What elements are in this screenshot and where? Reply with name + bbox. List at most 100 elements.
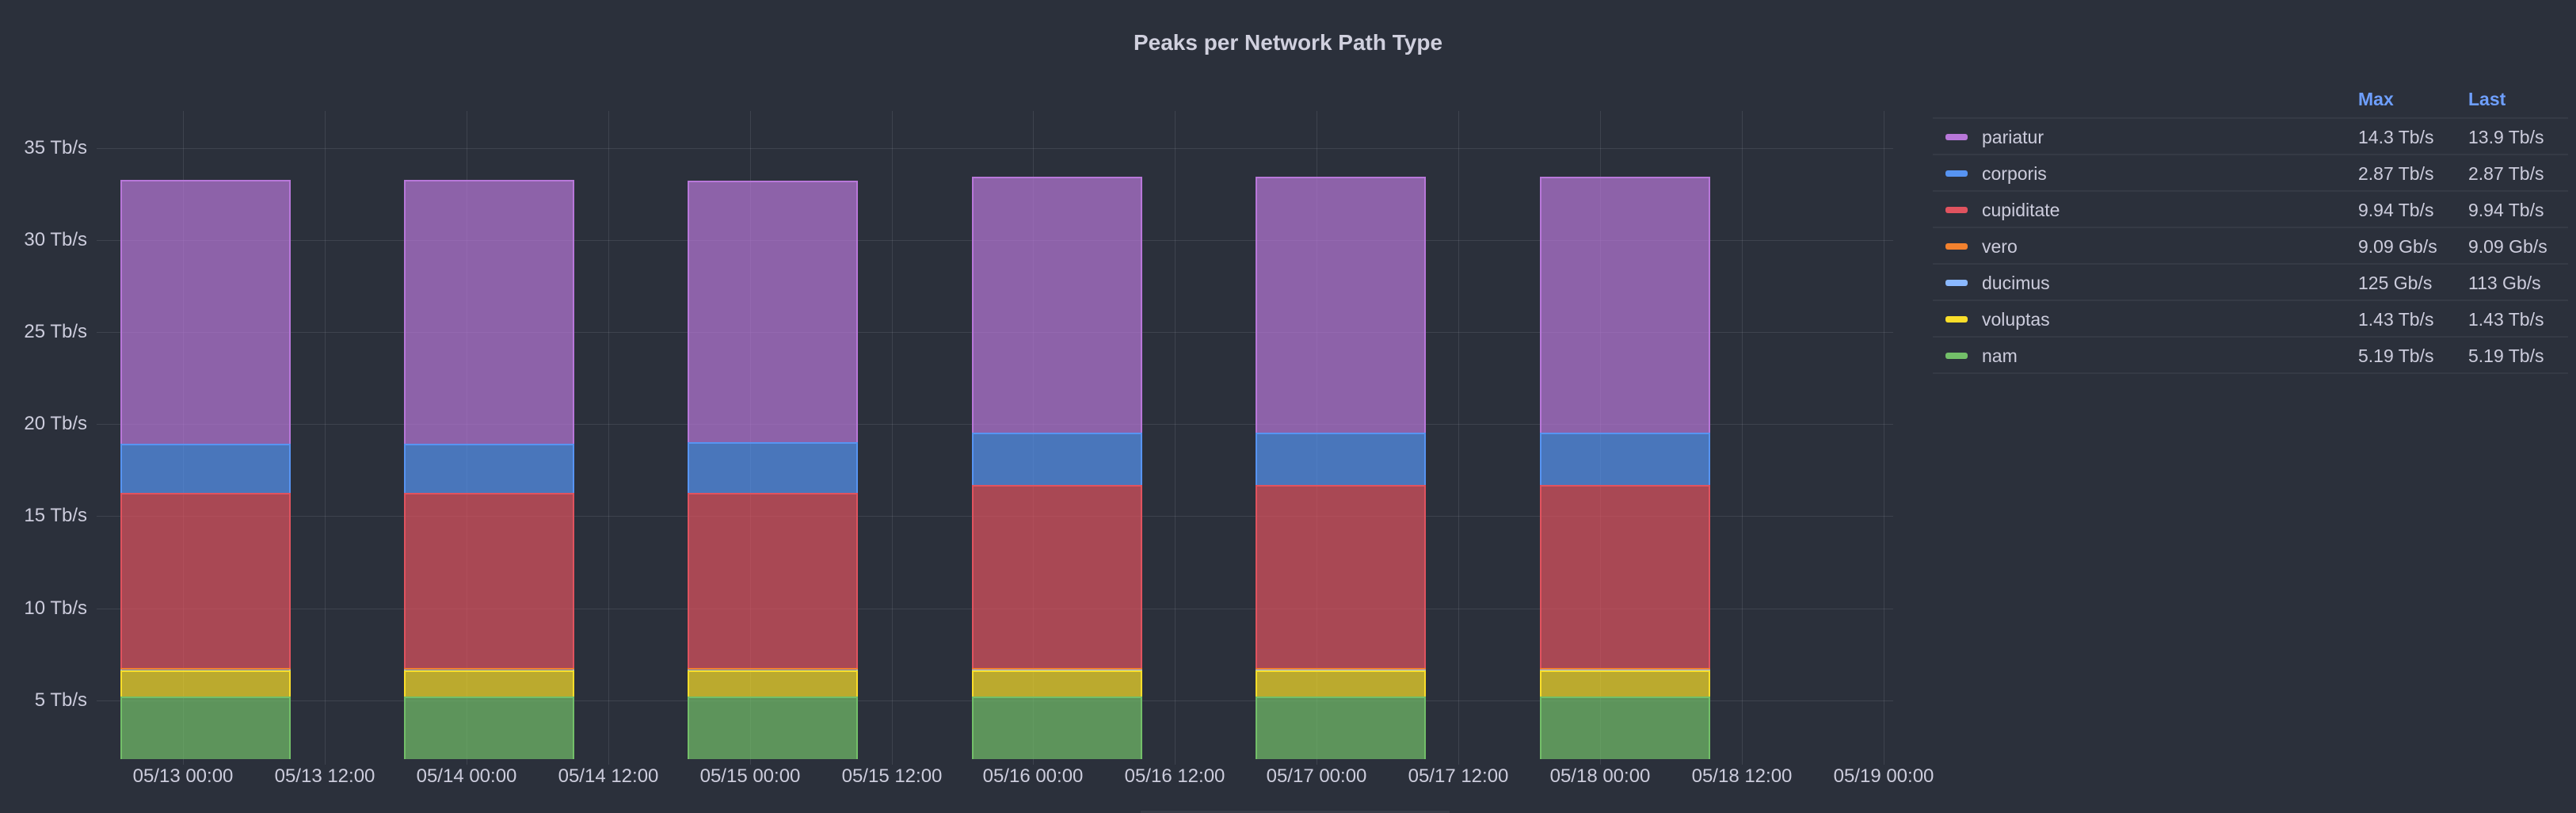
legend-item-corporis[interactable]: corporis 2.87 Tb/s 2.87 Tb/s xyxy=(1933,154,2568,190)
legend-item-pariatur[interactable]: pariatur 14.3 Tb/s 13.9 Tb/s xyxy=(1933,117,2568,154)
legend-item-cupiditate[interactable]: cupiditate 9.94 Tb/s 9.94 Tb/s xyxy=(1933,190,2568,227)
legend-series-name[interactable]: pariatur xyxy=(1982,127,2044,147)
bar-segment-voluptas[interactable] xyxy=(120,670,291,697)
legend-item-voluptas[interactable]: voluptas 1.43 Tb/s 1.43 Tb/s xyxy=(1933,300,2568,336)
x-gridline xyxy=(1458,111,1459,765)
legend-header: Max Last xyxy=(1933,86,2568,117)
series-color-swatch-icon[interactable] xyxy=(1945,134,1968,140)
x-axis-tick-label: 05/15 00:00 xyxy=(699,765,801,787)
bar-segment-cupiditate[interactable] xyxy=(1540,485,1710,669)
bar-05-16[interactable] xyxy=(972,0,1142,813)
bar-segment-nam[interactable] xyxy=(1540,697,1710,759)
bar-segment-corporis[interactable] xyxy=(120,443,291,494)
x-gridline xyxy=(892,111,893,765)
panel-resize-handle[interactable] xyxy=(1141,811,1450,813)
legend-series-name[interactable]: cupiditate xyxy=(1982,200,2060,220)
bar-segment-nam[interactable] xyxy=(688,697,858,759)
y-axis-tick-label: 15 Tb/s xyxy=(24,505,87,526)
legend-max-value: 125 Gb/s xyxy=(2358,273,2433,293)
bar-segment-corporis[interactable] xyxy=(404,443,574,494)
bar-segment-cupiditate[interactable] xyxy=(688,493,858,669)
legend-max-value: 14.3 Tb/s xyxy=(2358,127,2434,147)
series-color-swatch-icon[interactable] xyxy=(1945,207,1968,213)
legend-item-ducimus[interactable]: ducimus 125 Gb/s 113 Gb/s xyxy=(1933,263,2568,300)
legend-series-name[interactable]: nam xyxy=(1982,345,2018,366)
x-axis-tick-label: 05/13 12:00 xyxy=(274,765,375,787)
x-gridline xyxy=(608,111,609,765)
x-gridline xyxy=(1742,111,1743,765)
legend-series-name[interactable]: vero xyxy=(1982,236,2018,257)
legend-series-name[interactable]: corporis xyxy=(1982,163,2047,184)
bar-segment-voluptas[interactable] xyxy=(688,670,858,697)
bar-segment-pariatur[interactable] xyxy=(688,181,858,443)
x-axis-tick-label: 05/13 00:00 xyxy=(132,765,234,787)
x-axis-tick-label: 05/14 00:00 xyxy=(416,765,517,787)
bar-05-14[interactable] xyxy=(404,0,574,813)
series-color-swatch-icon[interactable] xyxy=(1945,316,1968,323)
bar-segment-vero[interactable] xyxy=(972,668,1142,670)
bar-05-18[interactable] xyxy=(1540,0,1710,813)
legend-column-last[interactable]: Last xyxy=(2468,89,2506,109)
x-axis-tick-label: 05/16 12:00 xyxy=(1124,765,1225,787)
bar-segment-corporis[interactable] xyxy=(1540,432,1710,486)
x-axis-tick-label: 05/16 00:00 xyxy=(982,765,1084,787)
bar-05-17[interactable] xyxy=(1256,0,1426,813)
y-axis-tick-label: 5 Tb/s xyxy=(34,689,87,711)
series-color-swatch-icon[interactable] xyxy=(1945,243,1968,250)
legend-max-value: 9.09 Gb/s xyxy=(2358,236,2437,257)
bar-segment-vero[interactable] xyxy=(404,668,574,670)
bar-segment-voluptas[interactable] xyxy=(1256,670,1426,697)
bar-segment-voluptas[interactable] xyxy=(404,670,574,697)
bar-segment-cupiditate[interactable] xyxy=(1256,485,1426,669)
series-color-swatch-icon[interactable] xyxy=(1945,280,1968,286)
legend-series-name[interactable]: voluptas xyxy=(1982,309,2050,330)
y-gridline xyxy=(97,148,1893,149)
bar-05-15[interactable] xyxy=(688,0,858,813)
legend-series-name[interactable]: ducimus xyxy=(1982,273,2050,293)
bar-segment-voluptas[interactable] xyxy=(972,670,1142,697)
x-axis-tick-label: 05/14 12:00 xyxy=(558,765,659,787)
legend-item-vero[interactable]: vero 9.09 Gb/s 9.09 Gb/s xyxy=(1933,227,2568,263)
bar-segment-vero[interactable] xyxy=(120,668,291,670)
bar-segment-corporis[interactable] xyxy=(972,432,1142,486)
x-axis-tick-label: 05/17 00:00 xyxy=(1266,765,1367,787)
bar-segment-cupiditate[interactable] xyxy=(404,493,574,669)
legend-table: Max Last pariatur 14.3 Tb/s 13.9 Tb/s corpo… xyxy=(1933,86,2568,374)
legend-item-nam[interactable]: nam 5.19 Tb/s 5.19 Tb/s xyxy=(1933,336,2568,374)
bar-segment-nam[interactable] xyxy=(404,697,574,759)
series-color-swatch-icon[interactable] xyxy=(1945,353,1968,359)
legend-last-value: 9.09 Gb/s xyxy=(2468,236,2547,257)
x-gridline xyxy=(325,111,326,765)
bar-segment-nam[interactable] xyxy=(1256,697,1426,759)
series-color-swatch-icon[interactable] xyxy=(1945,170,1968,177)
legend-max-value: 5.19 Tb/s xyxy=(2358,345,2434,366)
panel-title: Peaks per Network Path Type xyxy=(1133,30,1443,55)
bar-segment-pariatur[interactable] xyxy=(1540,176,1710,433)
y-axis-tick-label: 30 Tb/s xyxy=(24,229,87,250)
chart-plot-area: 5 Tb/s 10 Tb/s 15 Tb/s 20 Tb/s 25 Tb/s 30 Tb/… xyxy=(24,0,1934,813)
bar-segment-pariatur[interactable] xyxy=(120,180,291,444)
y-axis-tick-label: 10 Tb/s xyxy=(24,597,87,619)
bar-segment-vero[interactable] xyxy=(688,668,858,670)
bar-05-13[interactable] xyxy=(120,0,291,813)
bar-segment-pariatur[interactable] xyxy=(972,176,1142,433)
bar-segment-pariatur[interactable] xyxy=(1256,176,1426,433)
bar-segment-vero[interactable] xyxy=(1256,668,1426,670)
bar-segment-voluptas[interactable] xyxy=(1540,670,1710,697)
bar-segment-corporis[interactable] xyxy=(688,442,858,494)
y-axis-tick-label: 25 Tb/s xyxy=(24,321,87,342)
legend-column-max[interactable]: Max xyxy=(2358,89,2394,109)
bar-segment-nam[interactable] xyxy=(972,697,1142,759)
x-axis-tick-label: 05/18 00:00 xyxy=(1549,765,1651,787)
bar-segment-vero[interactable] xyxy=(1540,668,1710,670)
legend-max-value: 2.87 Tb/s xyxy=(2358,163,2434,184)
x-axis-tick-label: 05/17 12:00 xyxy=(1408,765,1509,787)
x-axis-tick-label: 05/15 12:00 xyxy=(841,765,943,787)
bar-segment-cupiditate[interactable] xyxy=(972,485,1142,669)
legend-max-value: 1.43 Tb/s xyxy=(2358,309,2434,330)
bar-segment-corporis[interactable] xyxy=(1256,432,1426,486)
legend-max-value: 9.94 Tb/s xyxy=(2358,200,2434,220)
bar-segment-pariatur[interactable] xyxy=(404,180,574,444)
bar-segment-cupiditate[interactable] xyxy=(120,493,291,669)
bar-segment-nam[interactable] xyxy=(120,697,291,759)
